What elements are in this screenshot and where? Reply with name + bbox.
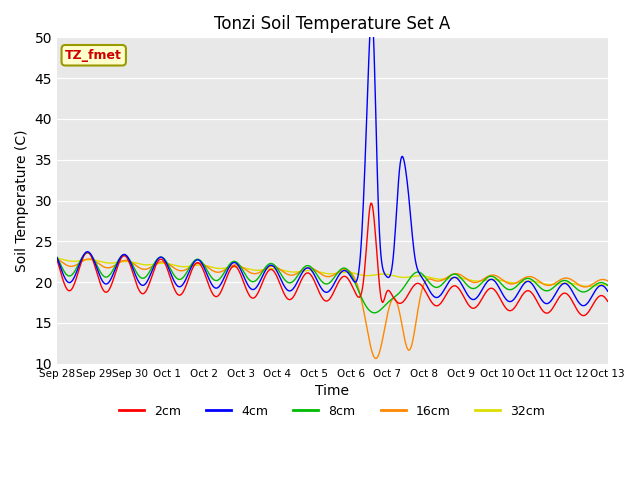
Line: 2cm: 2cm — [57, 203, 608, 315]
Text: TZ_fmet: TZ_fmet — [65, 49, 122, 62]
8cm — [177, 276, 184, 282]
32cm — [63, 258, 71, 264]
8cm — [84, 250, 92, 256]
32cm — [399, 275, 407, 280]
Title: Tonzi Soil Temperature Set A: Tonzi Soil Temperature Set A — [214, 15, 451, 33]
4cm — [400, 157, 408, 163]
16cm — [604, 278, 612, 284]
2cm — [53, 257, 61, 263]
8cm — [417, 270, 425, 276]
4cm — [120, 252, 127, 257]
2cm — [416, 281, 424, 287]
32cm — [415, 273, 423, 279]
32cm — [604, 282, 612, 288]
4cm — [176, 284, 184, 289]
Line: 4cm: 4cm — [57, 15, 608, 306]
8cm — [63, 272, 71, 278]
2cm — [120, 253, 127, 259]
16cm — [53, 256, 61, 262]
Line: 16cm: 16cm — [57, 259, 608, 359]
2cm — [579, 312, 587, 318]
4cm — [63, 278, 71, 284]
2cm — [604, 299, 612, 304]
16cm — [416, 295, 424, 301]
Legend: 2cm, 4cm, 8cm, 16cm, 32cm: 2cm, 4cm, 8cm, 16cm, 32cm — [115, 400, 550, 423]
16cm — [63, 263, 71, 268]
4cm — [579, 303, 587, 309]
4cm — [368, 12, 376, 18]
8cm — [120, 252, 128, 258]
4cm — [416, 272, 424, 277]
8cm — [205, 272, 213, 277]
16cm — [372, 356, 380, 361]
32cm — [584, 284, 591, 289]
16cm — [400, 333, 408, 338]
Line: 8cm: 8cm — [57, 253, 608, 313]
2cm — [400, 298, 408, 304]
16cm — [120, 258, 127, 264]
4cm — [604, 288, 612, 294]
8cm — [401, 283, 408, 289]
16cm — [176, 268, 184, 274]
4cm — [53, 255, 61, 261]
32cm — [176, 264, 184, 269]
Line: 32cm: 32cm — [57, 258, 608, 287]
X-axis label: Time: Time — [316, 384, 349, 398]
32cm — [120, 259, 127, 264]
32cm — [205, 264, 212, 269]
2cm — [367, 200, 375, 206]
4cm — [205, 276, 212, 281]
32cm — [53, 255, 61, 261]
16cm — [205, 265, 212, 271]
8cm — [604, 283, 612, 288]
2cm — [176, 292, 184, 298]
2cm — [63, 286, 71, 292]
8cm — [53, 254, 61, 260]
8cm — [371, 310, 378, 316]
Y-axis label: Soil Temperature (C): Soil Temperature (C) — [15, 129, 29, 272]
2cm — [205, 282, 212, 288]
